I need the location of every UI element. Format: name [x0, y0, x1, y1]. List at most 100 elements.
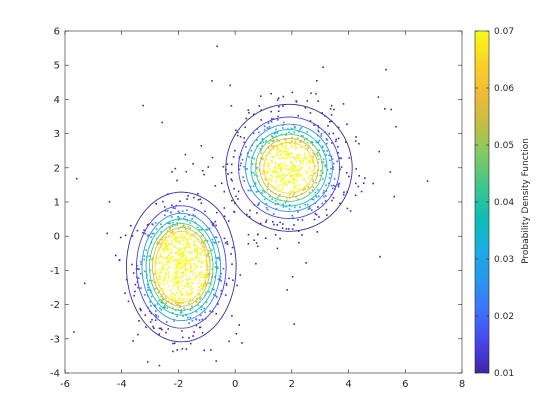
- colorbar: 0.01 0.02 0.03 0.04 0.05 0.06 0.07: [474, 27, 514, 379]
- data-point: [197, 282, 200, 284]
- data-point: [265, 219, 268, 222]
- data-point: [196, 252, 199, 254]
- data-point: [160, 223, 162, 225]
- data-point: [158, 262, 161, 265]
- data-point: [254, 183, 257, 186]
- data-point: [177, 219, 180, 221]
- data-point: [285, 157, 287, 160]
- data-point: [307, 147, 310, 149]
- data-point: [160, 295, 162, 298]
- data-point: [230, 253, 232, 255]
- data-point: [182, 243, 185, 246]
- data-point: [164, 306, 166, 308]
- data-point: [273, 223, 275, 226]
- data-point: [178, 228, 180, 230]
- data-point: [205, 228, 207, 231]
- data-point: [177, 288, 180, 290]
- data-point: [270, 178, 273, 180]
- colorbar-label: Probability Density Function: [521, 138, 531, 264]
- data-point: [208, 291, 210, 293]
- data-point: [159, 282, 162, 284]
- data-point: [164, 236, 166, 239]
- data-point: [379, 255, 381, 258]
- data-point: [231, 315, 233, 317]
- data-point: [162, 298, 165, 301]
- data-point: [193, 250, 196, 252]
- data-point: [275, 155, 278, 157]
- data-point: [312, 178, 314, 181]
- data-point: [195, 252, 198, 255]
- data-point: [143, 255, 146, 257]
- data-point: [157, 241, 159, 244]
- data-point: [293, 165, 296, 167]
- data-point: [314, 165, 316, 168]
- data-point: [282, 95, 285, 98]
- data-point: [385, 68, 387, 71]
- data-point: [230, 105, 233, 107]
- data-point: [193, 272, 196, 275]
- data-point: [190, 267, 192, 270]
- data-point: [311, 161, 313, 164]
- data-point: [160, 271, 163, 273]
- data-point: [291, 161, 293, 163]
- data-point: [318, 216, 320, 218]
- data-point: [200, 145, 203, 147]
- data-point: [184, 263, 186, 265]
- data-point: [282, 124, 284, 127]
- data-point: [277, 170, 279, 173]
- data-point: [183, 285, 186, 287]
- data-point: [200, 285, 202, 287]
- data-point: [203, 276, 206, 278]
- colorbar-tick-label: 0.03: [494, 255, 514, 265]
- data-point: [211, 310, 214, 313]
- data-point: [293, 144, 296, 147]
- data-point: [293, 157, 295, 159]
- data-point: [182, 265, 185, 267]
- data-point: [217, 278, 220, 281]
- data-point: [322, 192, 325, 194]
- data-point: [308, 166, 311, 169]
- data-point: [165, 239, 167, 241]
- data-point: [149, 269, 152, 272]
- data-point: [235, 195, 237, 198]
- data-point: [282, 223, 284, 225]
- data-point: [180, 308, 182, 311]
- data-point: [306, 137, 308, 140]
- data-point: [276, 172, 278, 174]
- data-point: [220, 182, 223, 185]
- data-point: [270, 174, 273, 177]
- data-point: [266, 208, 269, 211]
- data-point: [192, 243, 195, 246]
- data-point: [266, 188, 269, 191]
- data-point: [332, 166, 335, 168]
- data-point: [355, 168, 357, 170]
- data-point: [286, 289, 288, 291]
- data-point: [332, 132, 335, 135]
- data-point: [255, 242, 258, 244]
- data-point: [162, 289, 165, 291]
- data-point: [204, 260, 206, 263]
- data-point: [218, 256, 220, 259]
- data-point: [274, 171, 277, 173]
- data-point: [193, 241, 195, 244]
- data-point: [323, 196, 325, 198]
- data-point: [299, 161, 302, 163]
- data-point: [160, 309, 163, 311]
- data-point: [178, 298, 181, 301]
- data-point: [188, 302, 190, 305]
- data-point: [296, 185, 298, 187]
- data-point: [279, 237, 281, 240]
- data-point: [285, 132, 288, 135]
- colorbar-tick-label: 0.01: [494, 369, 514, 379]
- data-point: [255, 167, 258, 170]
- data-point: [300, 173, 302, 176]
- data-point: [317, 189, 319, 191]
- data-point: [272, 148, 275, 151]
- data-point: [256, 175, 259, 177]
- data-point: [203, 273, 206, 275]
- data-point: [295, 160, 297, 163]
- data-point: [282, 181, 284, 184]
- data-point: [291, 136, 293, 139]
- data-point: [132, 340, 134, 342]
- data-point: [240, 153, 242, 156]
